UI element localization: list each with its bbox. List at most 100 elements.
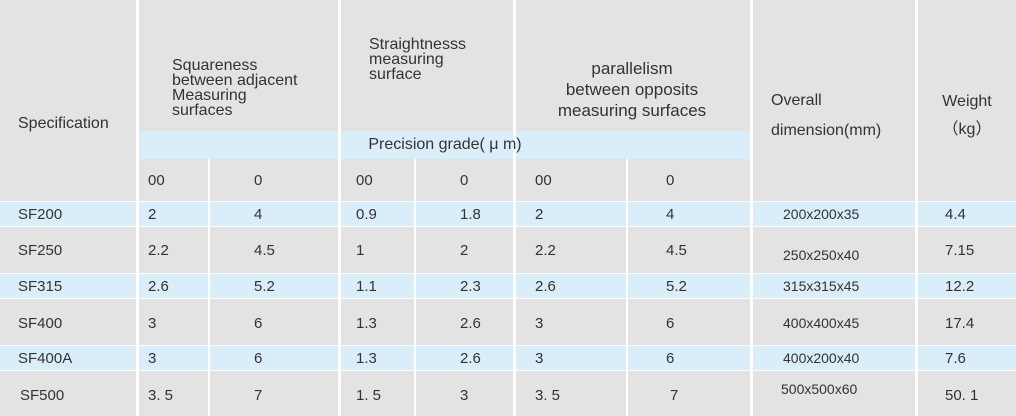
cell-squareness-0: 4: [254, 205, 263, 223]
header-straightness-line: surface: [369, 66, 422, 83]
row-divider: [0, 273, 1016, 274]
grade-parallelism-0: 0: [666, 171, 675, 189]
cell-straightness-0: 1.8: [460, 205, 481, 223]
grade-straightness-00: 00: [356, 171, 373, 189]
cell-straightness-0: 2.6: [460, 349, 481, 367]
cell-spec: SF500: [20, 386, 65, 404]
header-squareness: Squareness between adjacent Measuring su…: [172, 57, 298, 119]
cell-spec: SF250: [18, 241, 63, 259]
header-overall-line: dimension(mm): [771, 122, 882, 139]
cell-spec: SF400: [18, 314, 63, 332]
column-divider: [136, 0, 139, 416]
cell-parallelism-00: 2.6: [535, 277, 556, 295]
cell-squareness-0: 4.5: [254, 241, 275, 259]
cell-dimension: 315x315x45: [783, 278, 860, 294]
cell-straightness-00: 1. 5: [356, 386, 382, 404]
cell-parallelism-00: 2: [535, 205, 544, 223]
cell-dimension: 500x500x60: [781, 381, 858, 397]
cell-squareness-00: 2.2: [148, 241, 169, 259]
header-precision-grade: Precision grade( μ m): [368, 136, 522, 153]
header-parallelism-line: between opposits: [565, 80, 699, 99]
row-divider: [0, 345, 1016, 346]
cell-weight: 7.6: [945, 349, 966, 367]
header-straightness: Straightnesss measuring surface: [369, 36, 466, 83]
row-divider: [0, 226, 1016, 227]
header-straightness-line: measuring: [369, 51, 444, 68]
grade-squareness-0: 0: [254, 171, 263, 189]
cell-spec: SF315: [18, 277, 63, 295]
cell-weight: 17.4: [945, 314, 975, 332]
header-weight-line: Weight: [942, 93, 992, 110]
cell-straightness-0: 3: [460, 386, 469, 404]
header-squareness-line: Squareness: [172, 57, 258, 74]
cell-weight: 12.2: [945, 277, 975, 295]
column-divider: [414, 159, 416, 416]
cell-squareness-00: 2: [148, 205, 157, 223]
cell-straightness-0: 2.3: [460, 277, 481, 295]
row-band-sf315: [0, 274, 1016, 298]
header-straightness-line: Straightnesss: [369, 36, 466, 53]
header-parallelism: parallelism between opposits measuring s…: [518, 58, 746, 121]
cell-squareness-00: 3. 5: [148, 386, 174, 404]
cell-squareness-0: 6: [254, 349, 263, 367]
row-divider: [0, 298, 1016, 299]
cell-parallelism-0: 7: [670, 386, 679, 404]
cell-dimension: 400x400x45: [783, 315, 860, 331]
cell-weight: 4.4: [945, 205, 966, 223]
header-squareness-line: Measuring: [172, 87, 247, 104]
header-parallelism-line: measuring surfaces: [557, 101, 707, 120]
cell-squareness-0: 6: [254, 314, 263, 332]
row-band-sf400a: [0, 346, 1016, 370]
cell-weight: 7.15: [945, 241, 975, 259]
cell-parallelism-0: 4.5: [666, 241, 687, 259]
cell-spec: SF200: [18, 205, 63, 223]
cell-parallelism-0: 6: [666, 314, 675, 332]
column-divider: [208, 159, 210, 416]
header-overall-dimension: Overall dimension(mm): [771, 86, 881, 146]
cell-parallelism-00: 3: [535, 349, 544, 367]
grade-straightness-0: 0: [460, 171, 469, 189]
cell-parallelism-0: 5.2: [666, 277, 687, 295]
cell-weight: 50. 1: [945, 386, 979, 404]
grade-squareness-00: 00: [148, 171, 165, 189]
cell-straightness-0: 2.6: [460, 314, 481, 332]
cell-parallelism-00: 3. 5: [535, 386, 561, 404]
cell-straightness-00: 1.3: [356, 314, 377, 332]
cell-straightness-00: 1.3: [356, 349, 377, 367]
cell-parallelism-00: 2.2: [535, 241, 556, 259]
header-weight: Weight （kg）: [918, 88, 1016, 144]
header-weight-line: （kg）: [942, 121, 992, 138]
header-parallelism-line: parallelism: [591, 59, 673, 78]
cell-squareness-00: 3: [148, 314, 157, 332]
cell-straightness-00: 1: [356, 241, 365, 259]
header-overall-line: Overall: [771, 92, 822, 109]
cell-squareness-00: 2.6: [148, 277, 169, 295]
cell-dimension: 250x250x40: [783, 247, 860, 263]
header-squareness-line: between adjacent: [172, 72, 298, 89]
cell-straightness-0: 2: [460, 241, 469, 259]
cell-straightness-00: 1.1: [356, 277, 377, 295]
cell-spec: SF400A: [18, 349, 73, 367]
header-squareness-line: surfaces: [172, 102, 233, 119]
precision-grade-band: [139, 131, 751, 159]
row-divider: [0, 370, 1016, 371]
column-divider: [338, 0, 341, 416]
cell-straightness-00: 0.9: [356, 205, 377, 223]
cell-parallelism-0: 4: [666, 205, 675, 223]
cell-dimension: 200x200x35: [783, 206, 860, 222]
cell-dimension: 400x200x40: [783, 350, 860, 366]
row-band-sf200: [0, 202, 1016, 226]
column-divider: [750, 0, 753, 416]
column-divider: [626, 159, 628, 416]
column-divider: [915, 0, 918, 416]
cell-parallelism-00: 3: [535, 314, 544, 332]
column-divider: [513, 0, 516, 416]
cell-squareness-0: 7: [254, 386, 263, 404]
cell-parallelism-0: 6: [666, 349, 675, 367]
cell-squareness-0: 5.2: [254, 277, 275, 295]
row-divider: [0, 201, 1016, 202]
grade-parallelism-00: 00: [535, 171, 552, 189]
header-specification: Specification: [18, 115, 109, 132]
cell-squareness-00: 3: [148, 349, 157, 367]
